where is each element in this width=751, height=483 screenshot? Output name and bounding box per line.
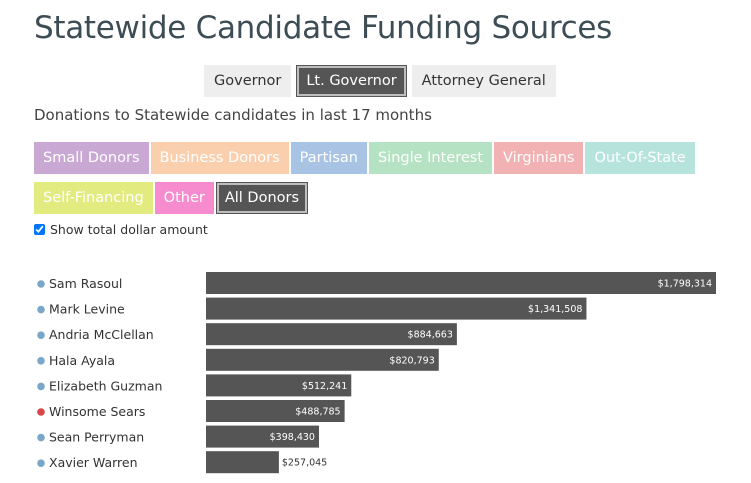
value-label-winsome-sears: $488,785 [295,407,340,418]
candidate-label-hala-ayala: Hala Ayala [49,353,115,368]
value-label-elizabeth-guzman: $512,241 [302,381,347,392]
value-label-hala-ayala: $820,793 [389,355,434,366]
filter-virginians[interactable]: Virginians [494,142,584,174]
value-label-sean-perryman: $398,430 [270,432,315,443]
filter-small-donors[interactable]: Small Donors [34,142,149,174]
funding-bar-chart: Sam Rasoul $1,798,314 Mark Levine $1,341,50… [37,272,716,474]
tab-attorney-general[interactable]: Attorney General [411,65,556,97]
candidate-label-sam-rasoul: Sam Rasoul [49,276,122,291]
party-dot-sean-perryman [37,433,45,442]
filter-business-donors[interactable]: Business Donors [150,142,289,174]
party-dot-mark-levine [37,305,45,314]
filter-partisan[interactable]: Partisan [290,142,367,174]
chart-subtitle: Donations to Statewide candidates in las… [34,106,432,124]
party-dot-hala-ayala [37,357,45,365]
candidate-label-andria-mcclellan: Andria McClellan [49,327,154,342]
party-dot-winsome-sears [37,408,45,416]
filter-other[interactable]: Other [154,182,214,214]
filter-out-of-state[interactable]: Out-Of-State [585,142,695,174]
bar-sam-rasoul[interactable] [206,272,716,294]
bar-sean-perryman[interactable] [206,425,319,448]
bar-winsome-sears[interactable] [206,400,345,422]
filter-all-donors[interactable]: All Donors [215,182,309,214]
party-dot-xavier-warren [37,459,45,467]
candidate-label-sean-perryman: Sean Perryman [49,430,144,445]
value-label-xavier-warren: $257,045 [282,458,327,469]
tab-lt-governor[interactable]: Lt. Governor [296,65,407,97]
show-total-checkbox[interactable] [34,224,45,235]
bar-mark-levine[interactable] [206,297,587,320]
filter-self-financing[interactable]: Self-Financing [34,182,153,214]
candidate-label-mark-levine: Mark Levine [49,302,125,317]
candidate-label-elizabeth-guzman: Elizabeth Guzman [49,378,162,393]
bar-andria-mcclellan[interactable] [206,323,457,346]
page-title: Statewide Candidate Funding Sources [34,10,612,46]
party-dot-sam-rasoul [37,280,45,288]
party-dot-elizabeth-guzman [37,382,45,391]
tab-governor[interactable]: Governor [204,65,292,97]
show-total-toggle[interactable]: Show total dollar amount [34,222,208,237]
bar-xavier-warren[interactable] [206,451,279,474]
candidate-label-winsome-sears: Winsome Sears [49,404,145,419]
bar-hala-ayala[interactable] [206,348,439,371]
value-label-mark-levine: $1,341,508 [528,304,582,315]
value-label-sam-rasoul: $1,798,314 [658,279,712,290]
donor-filter-group: Small Donors Business Donors Partisan Si… [34,142,714,214]
filter-single-interest[interactable]: Single Interest [368,142,493,174]
bar-elizabeth-guzman[interactable] [206,374,352,397]
show-total-label: Show total dollar amount [50,222,208,237]
office-tabs: Governor Lt. Governor Attorney General [204,65,556,97]
candidate-label-xavier-warren: Xavier Warren [49,455,138,470]
party-dot-andria-mcclellan [37,331,45,339]
value-label-andria-mcclellan: $884,663 [408,330,453,341]
